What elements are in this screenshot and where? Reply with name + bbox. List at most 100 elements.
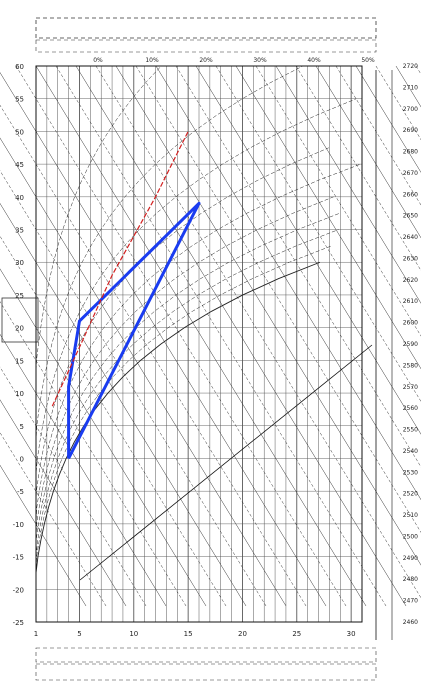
top-tick-label: 50%	[361, 57, 375, 64]
y-tick-label: 45	[15, 161, 24, 169]
relative-humidity-curve	[35, 261, 321, 622]
right-tick-label: 2690	[403, 127, 418, 134]
enthalpy-line	[195, 65, 421, 435]
enthalpy-line	[255, 65, 421, 337]
right-tick-label: 2520	[403, 491, 418, 498]
right-tick-label: 2540	[403, 448, 418, 455]
enthalpy-line	[135, 65, 421, 533]
y-tick-label: 5	[20, 423, 24, 431]
enthalpy-line	[0, 72, 327, 607]
enthalpy-line	[35, 65, 367, 607]
right-tick-label: 2680	[403, 149, 418, 156]
y-tick-label: -5	[17, 488, 24, 496]
top-tick-label: 30%	[253, 57, 267, 64]
diagonal-lines-layer	[0, 65, 421, 640]
right-tick-label: 2550	[403, 427, 418, 434]
top-scale-band	[35, 17, 377, 39]
relative-humidity-curve	[35, 196, 334, 622]
right-tick-label: 2530	[403, 469, 418, 476]
right-tick-label: 2460	[403, 619, 418, 626]
top-tick-label: 10%	[145, 57, 159, 64]
x-tick-label: 1	[34, 630, 38, 638]
relative-humidity-curve	[35, 163, 361, 622]
enthalpy-line	[0, 333, 167, 607]
right-tick-label: 2610	[403, 298, 418, 305]
right-tick-label: 2590	[403, 341, 418, 348]
y-tick-label: -10	[13, 521, 24, 529]
top-tick-label: 40%	[307, 57, 321, 64]
enthalpy-line	[115, 65, 421, 566]
enthalpy-line	[215, 65, 421, 402]
enthalpy-line	[0, 301, 187, 607]
x-tick-label: 5	[77, 630, 81, 638]
right-tick-label: 2510	[403, 512, 418, 519]
right-tick-label: 2640	[403, 234, 418, 241]
bottom-scale-band-inner	[35, 663, 377, 681]
enthalpy-line	[0, 432, 107, 607]
y-tick-label: 25	[15, 292, 24, 300]
series-line	[67, 201, 201, 460]
y-tick-label: 20	[15, 325, 24, 333]
right-tick-label: 2710	[403, 84, 418, 91]
top-tick-label: 0%	[93, 57, 103, 64]
right-tick-label: 2480	[403, 576, 418, 583]
enthalpy-line	[0, 399, 127, 607]
right-tick-label: 2560	[403, 405, 418, 412]
enthalpy-line	[355, 65, 421, 173]
x-tick-label: 25	[292, 630, 301, 638]
enthalpy-line	[15, 65, 347, 607]
right-tick-label: 2660	[403, 191, 418, 198]
y-tick-label: -15	[13, 554, 24, 562]
enthalpy-line	[0, 366, 147, 607]
enthalpy-line	[0, 464, 87, 607]
right-tick-label: 2580	[403, 362, 418, 369]
enthalpy-line	[315, 65, 421, 239]
right-tick-label: 2700	[403, 106, 418, 113]
y-tick-label: 30	[15, 259, 24, 267]
y-tick-label: 0	[20, 455, 24, 463]
y-tick-label: -25	[13, 619, 24, 627]
right-tick-label: 2720	[403, 63, 418, 70]
enthalpy-line	[0, 202, 247, 607]
relative-humidity-curve	[35, 245, 332, 622]
right-tick-label: 2600	[403, 320, 418, 327]
y-tick-label: 60	[15, 63, 24, 71]
y-tick-label: -20	[13, 586, 24, 594]
x-tick-label: 10	[129, 630, 138, 638]
enthalpy-line	[0, 137, 287, 607]
x-tick-label: 30	[347, 630, 356, 638]
x-tick-label: 20	[238, 630, 247, 638]
enthalpy-line	[275, 65, 421, 304]
right-tick-label: 2500	[403, 533, 418, 540]
right-tick-label: 2490	[403, 555, 418, 562]
enthalpy-line	[155, 65, 421, 501]
right-tick-label: 2620	[403, 277, 418, 284]
series-line	[51, 131, 189, 407]
enthalpy-line	[55, 65, 387, 607]
grid-layer	[36, 66, 362, 622]
right-tick-label: 2470	[403, 598, 418, 605]
enthalpy-line	[0, 170, 267, 607]
top-scale-band-inner	[35, 39, 377, 53]
enthalpy-line	[0, 104, 307, 607]
bottom-scale-band	[35, 647, 377, 663]
diagonal-boundary-line	[79, 344, 373, 581]
enthalpy-line	[295, 65, 421, 272]
series-layer	[51, 131, 201, 460]
right-tick-label: 2570	[403, 384, 418, 391]
enthalpy-line	[335, 65, 421, 206]
right-tick-label: 2650	[403, 213, 418, 220]
left-bracket-marker	[1, 297, 39, 343]
tick-labels-layer: 1 5 10 15 20 25 30-25-20-15-10-505101520253035…	[13, 57, 419, 638]
right-tick-label: 2630	[403, 255, 418, 262]
y-tick-label: 50	[15, 128, 24, 136]
enthalpy-line	[175, 65, 421, 468]
y-tick-label: 55	[15, 96, 24, 104]
plot-frame	[35, 65, 363, 623]
enthalpy-line	[235, 65, 421, 370]
y-tick-label: 40	[15, 194, 24, 202]
y-tick-label: 15	[15, 357, 24, 365]
